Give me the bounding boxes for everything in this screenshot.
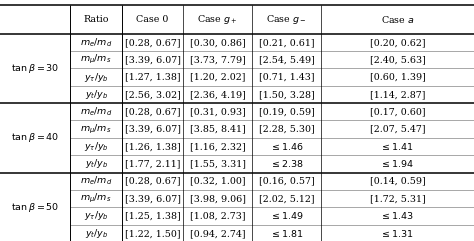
Text: [0.60, 1.39]: [0.60, 1.39] [370,73,425,82]
Text: [1.26, 1.38]: [1.26, 1.38] [125,142,181,151]
Text: [3.73, 7.79]: [3.73, 7.79] [190,55,246,64]
Text: [2.07, 5.47]: [2.07, 5.47] [370,125,425,134]
Text: $\leq 1.49$: $\leq 1.49$ [270,210,304,221]
Text: $m_e/m_d$: $m_e/m_d$ [80,106,112,118]
Text: [0.32, 1.00]: [0.32, 1.00] [190,177,246,186]
Text: $\leq 1.43$: $\leq 1.43$ [380,210,415,221]
Text: Ratio: Ratio [83,15,109,24]
Text: [1.77, 2.11]: [1.77, 2.11] [125,159,181,168]
Text: $\leq 1.46$: $\leq 1.46$ [270,141,304,152]
Text: [1.25, 1.38]: [1.25, 1.38] [125,211,181,221]
Text: [1.08, 2.73]: [1.08, 2.73] [190,211,246,221]
Text: [1.72, 5.31]: [1.72, 5.31] [370,194,425,203]
Text: $\tan\beta = 30$: $\tan\beta = 30$ [11,62,59,75]
Text: $m_e/m_d$: $m_e/m_d$ [80,36,112,49]
Text: $y_t/y_b$: $y_t/y_b$ [84,88,108,101]
Text: $m_\mu/m_s$: $m_\mu/m_s$ [81,53,112,66]
Text: $\leq 1.31$: $\leq 1.31$ [381,228,414,239]
Text: [0.16, 0.57]: [0.16, 0.57] [259,177,315,186]
Text: [0.20, 0.62]: [0.20, 0.62] [370,38,425,47]
Text: $y_t/y_b$: $y_t/y_b$ [84,227,108,240]
Text: [1.14, 2.87]: [1.14, 2.87] [370,90,425,99]
Text: $m_\mu/m_s$: $m_\mu/m_s$ [81,192,112,205]
Text: [0.14, 0.59]: [0.14, 0.59] [370,177,425,186]
Text: [0.17, 0.60]: [0.17, 0.60] [370,107,425,116]
Text: [0.28, 0.67]: [0.28, 0.67] [125,107,181,116]
Text: Case $g_+$: Case $g_+$ [197,13,238,26]
Text: [3.39, 6.07]: [3.39, 6.07] [125,55,181,64]
Text: $\tan\beta = 50$: $\tan\beta = 50$ [11,201,59,214]
Text: [0.94, 2.74]: [0.94, 2.74] [190,229,246,238]
Text: [1.20, 2.02]: [1.20, 2.02] [190,73,246,82]
Text: [2.02, 5.12]: [2.02, 5.12] [259,194,315,203]
Text: $\leq 1.81$: $\leq 1.81$ [270,228,304,239]
Text: Case $a$: Case $a$ [381,14,414,25]
Text: $m_e/m_d$: $m_e/m_d$ [80,175,112,187]
Text: Case 0: Case 0 [137,15,169,24]
Text: [1.22, 1.50]: [1.22, 1.50] [125,229,181,238]
Text: [2.54, 5.49]: [2.54, 5.49] [259,55,315,64]
Text: [0.31, 0.93]: [0.31, 0.93] [190,107,246,116]
Text: [3.98, 9.06]: [3.98, 9.06] [190,194,246,203]
Text: $\tan\beta = 40$: $\tan\beta = 40$ [11,131,59,144]
Text: $\leq 1.41$: $\leq 1.41$ [381,141,414,152]
Text: $\leq 1.94$: $\leq 1.94$ [380,158,415,169]
Text: [3.85, 8.41]: [3.85, 8.41] [190,125,246,134]
Text: $y_\tau/y_b$: $y_\tau/y_b$ [84,140,109,153]
Text: [3.39, 6.07]: [3.39, 6.07] [125,194,181,203]
Text: $y_\tau/y_b$: $y_\tau/y_b$ [84,71,109,84]
Text: [0.28, 0.67]: [0.28, 0.67] [125,177,181,186]
Text: [1.55, 3.31]: [1.55, 3.31] [190,159,246,168]
Text: Case $g_-$: Case $g_-$ [266,13,307,26]
Text: [1.16, 2.32]: [1.16, 2.32] [190,142,246,151]
Text: [2.56, 3.02]: [2.56, 3.02] [125,90,181,99]
Text: [1.50, 3.28]: [1.50, 3.28] [259,90,315,99]
Text: [2.40, 5.63]: [2.40, 5.63] [370,55,425,64]
Text: $y_t/y_b$: $y_t/y_b$ [84,157,108,170]
Text: [0.21, 0.61]: [0.21, 0.61] [259,38,315,47]
Text: [0.28, 0.67]: [0.28, 0.67] [125,38,181,47]
Text: $\leq 2.38$: $\leq 2.38$ [270,158,304,169]
Text: [2.36, 4.19]: [2.36, 4.19] [190,90,246,99]
Text: [3.39, 6.07]: [3.39, 6.07] [125,125,181,134]
Text: [0.19, 0.59]: [0.19, 0.59] [259,107,315,116]
Text: [0.71, 1.43]: [0.71, 1.43] [259,73,315,82]
Text: $y_\tau/y_b$: $y_\tau/y_b$ [84,209,109,222]
Text: $m_\mu/m_s$: $m_\mu/m_s$ [81,123,112,136]
Text: [0.30, 0.86]: [0.30, 0.86] [190,38,246,47]
Text: [2.28, 5.30]: [2.28, 5.30] [259,125,315,134]
Text: [1.27, 1.38]: [1.27, 1.38] [125,73,181,82]
